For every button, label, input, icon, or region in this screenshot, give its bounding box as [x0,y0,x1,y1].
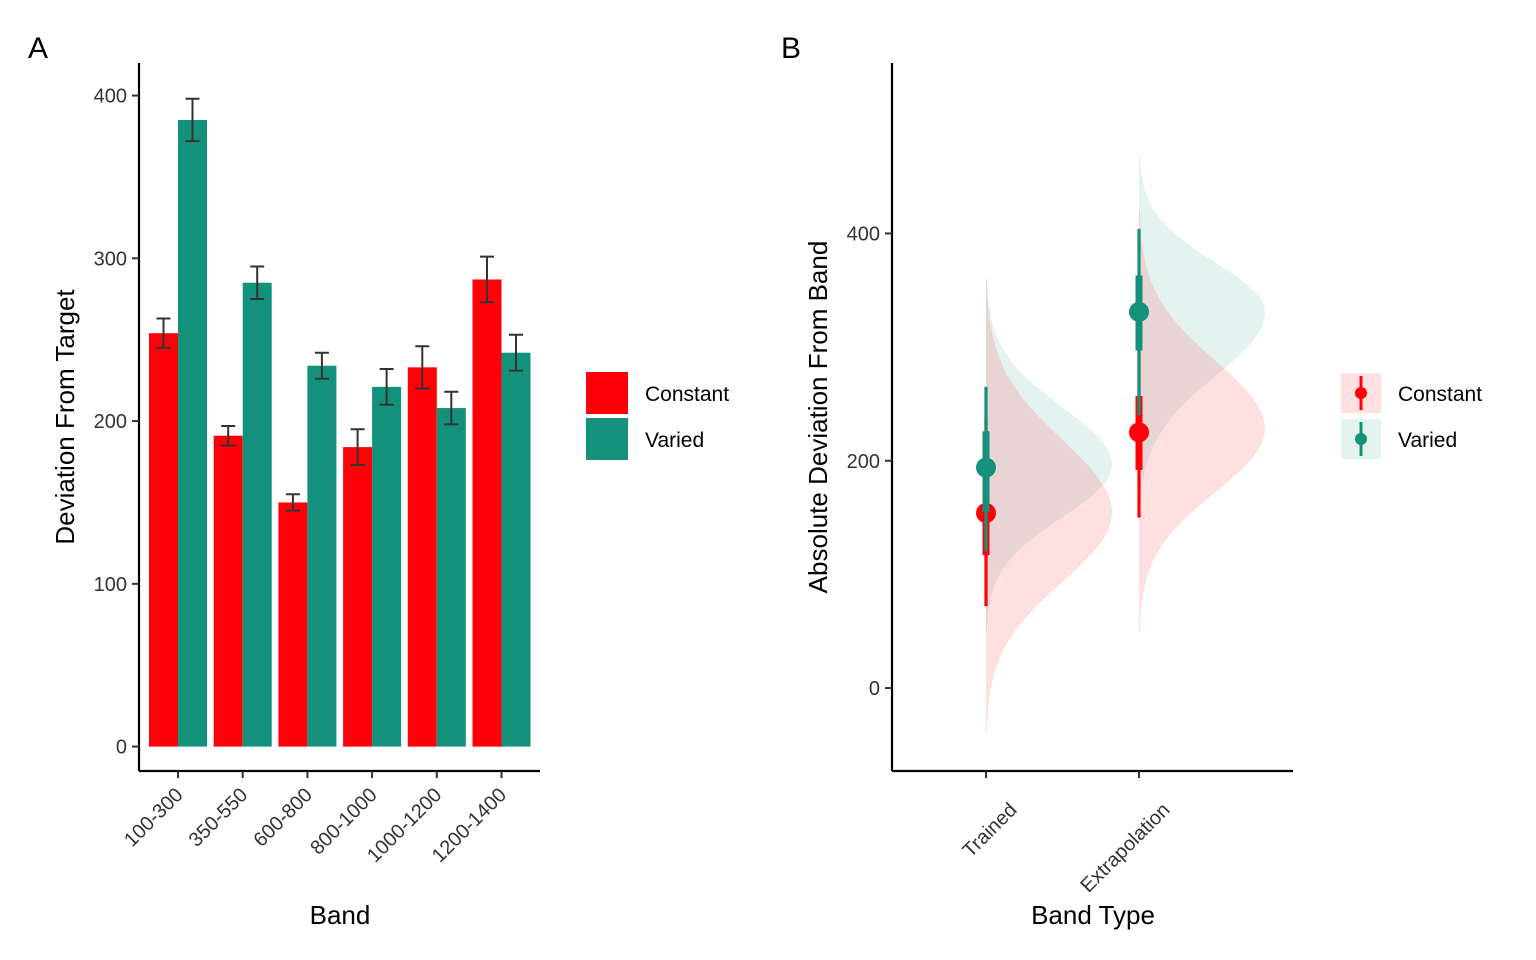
panel-a-error-bars [156,97,523,512]
y-tick-label-a-200: 200 [94,411,127,433]
errorbar-varied-1000-1200 [444,390,459,426]
panel-label-b: B [781,32,801,65]
errorbar-varied-100-300 [185,97,200,143]
median-point-constant-extrapolation [1129,422,1149,443]
errorbar-varied-350-550 [250,265,265,300]
bar-varied-100-300 [178,119,207,747]
bar-constant-1200-1400 [472,279,502,747]
panel-b-y-axis-title: Absolute Deviation From Band [803,241,833,594]
legend-a-label-constant: Constant [645,383,729,406]
errorbar-constant-350-550 [221,424,236,447]
legend-b-dot-constant [1355,387,1367,399]
bar-constant-100-300 [149,333,178,747]
x-tick-label-a-600-800: 600-800 [249,784,316,851]
x-tick-label-a-100-300: 100-300 [120,784,187,851]
panel-b-y-ticks: 0 200 400 [847,223,892,700]
panel-a-y-axis-title: Deviation From Target [50,289,80,545]
median-point-varied-trained [976,457,996,478]
panel-a-axes [137,63,540,773]
errorbar-constant-100-300 [156,317,171,349]
panel-a-x-ticks: 100-300350-550600-800800-10001000-120012… [120,771,511,867]
errorbar-varied-1200-1400 [509,333,523,372]
errorbar-varied-600-800 [314,351,329,380]
density-varied-trained [986,278,1112,632]
legend-b-label-varied: Varied [1398,429,1457,452]
panel-b-densities [986,153,1265,734]
bar-constant-350-550 [213,435,243,747]
density-constant-extrapolation [1139,210,1265,632]
y-tick-label-b-0: 0 [869,678,880,700]
bar-varied-1000-1200 [436,408,466,747]
bar-varied-800-1000 [372,386,402,747]
y-tick-label-b-400: 400 [847,223,880,245]
bar-varied-600-800 [307,365,337,747]
bar-constant-1000-1200 [407,367,437,747]
bar-constant-600-800 [278,502,308,747]
x-tick-label-a-350-550: 350-550 [185,784,252,851]
panel-a-x-axis-title: Band [310,900,371,930]
legend-b-dot-varied [1355,433,1367,445]
errorbar-constant-600-800 [285,493,300,512]
y-tick-label-a-0: 0 [116,737,127,759]
panel-b-pointintervals [976,228,1149,607]
errorbar-constant-1000-1200 [415,345,430,390]
x-tick-label-b-trained: Trained [959,799,1022,862]
legend-a-key-constant [586,372,628,414]
y-tick-label-a-100: 100 [94,574,127,596]
panel-b-legend: Constant Varied [1341,373,1482,459]
panel-a-bars [149,119,531,747]
panel-label-a: A [28,32,48,65]
panel-a-legend: Constant Varied [586,372,729,460]
panel-b-axes [890,63,1293,773]
legend-a-label-varied: Varied [645,429,704,452]
bar-constant-800-1000 [343,447,373,747]
panel-a-y-ticks: 0 100 200 300 400 [94,86,139,759]
density-constant-trained [986,278,1112,734]
panel-b-x-axis-title: Band Type [1031,900,1155,930]
legend-a-key-varied [586,418,628,460]
errorbar-varied-800-1000 [379,367,394,406]
panel-b-x-ticks: Trained Extrapolation [959,771,1175,897]
bar-varied-350-550 [242,282,272,747]
median-point-varied-extrapolation [1129,301,1149,322]
bar-varied-1200-1400 [501,352,531,747]
errorbar-constant-800-1000 [350,428,365,467]
legend-b-label-constant: Constant [1398,383,1482,406]
errorbar-constant-1200-1400 [480,255,494,304]
density-varied-extrapolation [1139,153,1265,518]
y-tick-label-a-400: 400 [94,86,127,108]
x-tick-label-b-extrapolation: Extrapolation [1076,799,1174,897]
y-tick-label-a-300: 300 [94,248,127,270]
y-tick-label-b-200: 200 [847,451,880,473]
